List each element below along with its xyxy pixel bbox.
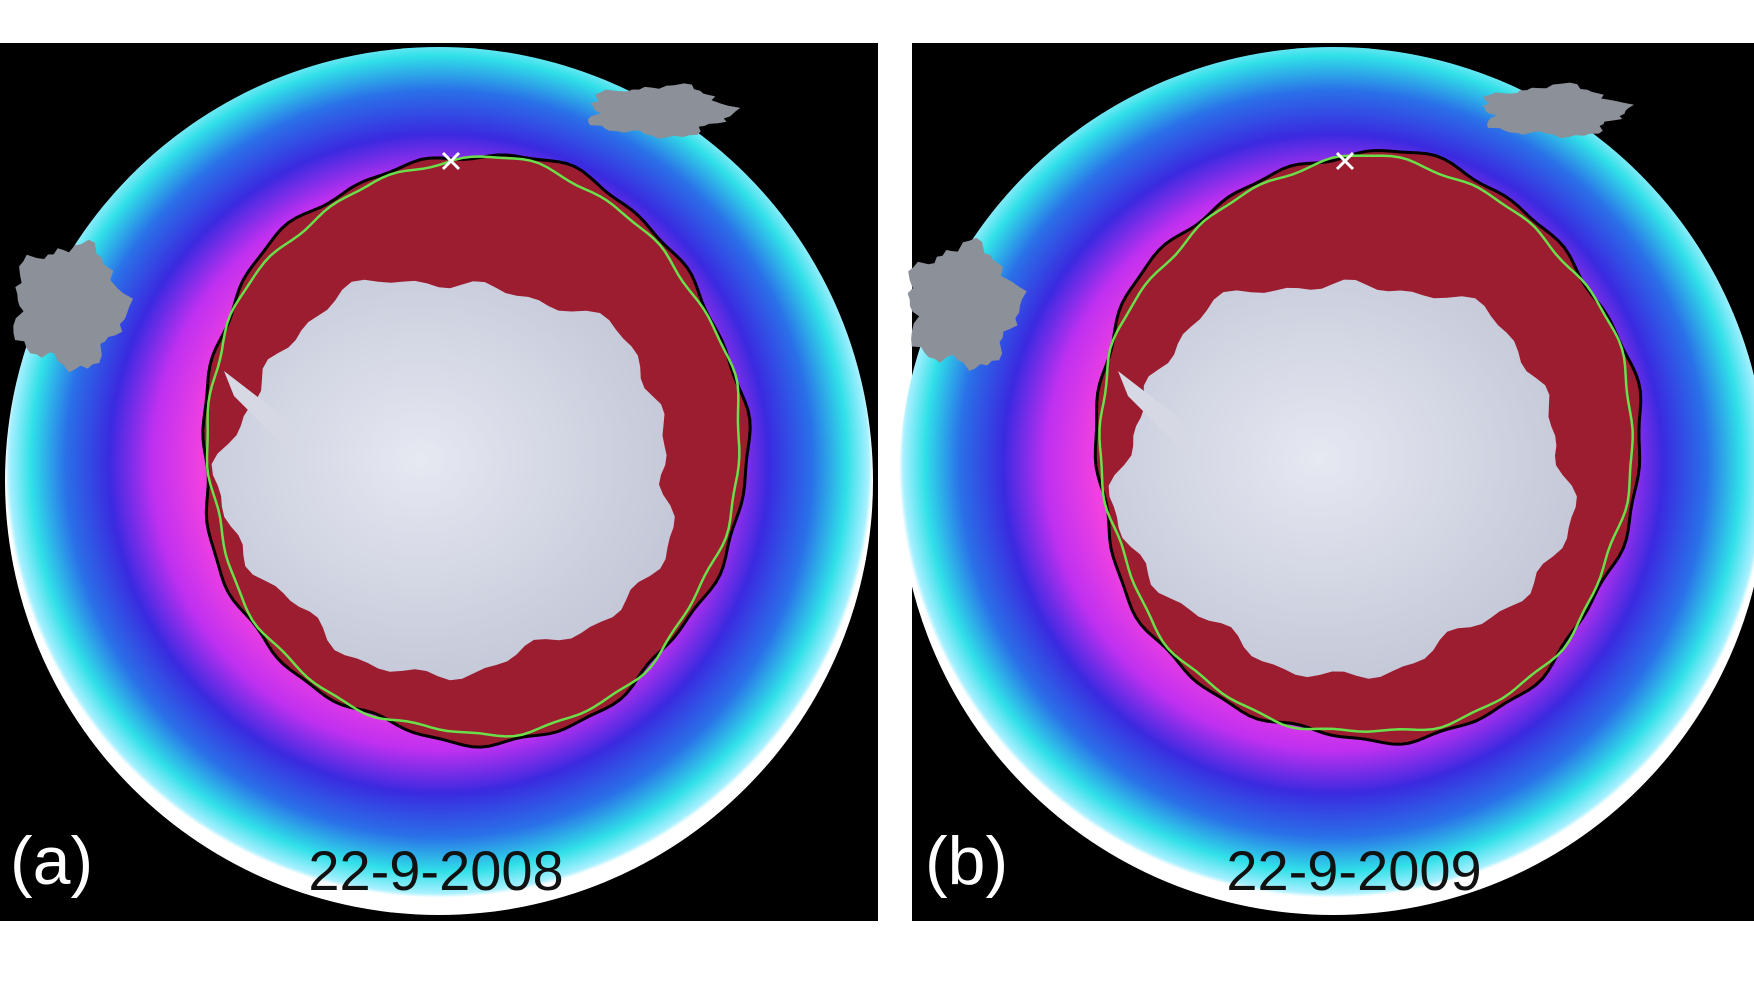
panel-label: (a) (10, 823, 93, 899)
continent (13, 239, 133, 373)
panel: (a) 22-9-2008 (0, 43, 878, 921)
peninsula (1118, 371, 1193, 461)
panel: (b) 22-9-2009 (899, 43, 1754, 921)
antarctica (211, 279, 675, 681)
ice-edge-model (1098, 154, 1634, 733)
peninsula (224, 371, 299, 461)
panel-date: 22-9-2009 (1226, 839, 1481, 902)
marker (1335, 151, 1355, 171)
continent (1482, 82, 1634, 139)
antarctica (1108, 279, 1577, 679)
ice-edge-model (205, 155, 741, 738)
continent (907, 237, 1027, 371)
continent (588, 83, 741, 139)
marker (441, 151, 461, 171)
panel-label: (b) (925, 823, 1008, 899)
panel-date: 22-9-2008 (308, 839, 563, 902)
